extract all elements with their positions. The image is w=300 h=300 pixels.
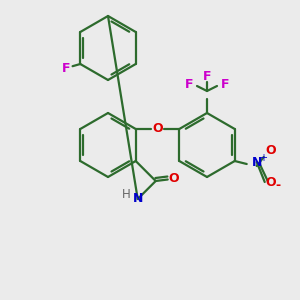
Text: +: + [259,153,267,163]
Text: O: O [266,176,276,188]
Text: F: F [62,61,70,74]
Text: F: F [203,70,211,83]
Text: O: O [152,122,163,136]
Text: O: O [266,143,276,157]
Text: N: N [133,193,143,206]
Text: N: N [251,155,262,169]
Text: O: O [168,172,179,185]
Text: F: F [185,77,193,91]
Text: -: - [275,179,280,193]
Text: H: H [122,188,131,202]
Text: F: F [221,77,229,91]
